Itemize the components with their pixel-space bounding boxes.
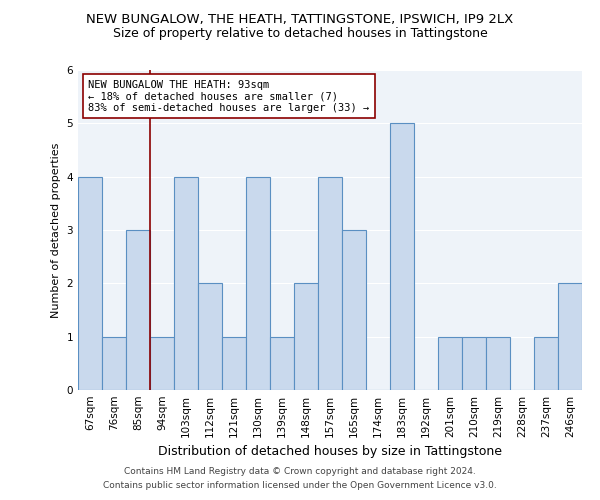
Text: NEW BUNGALOW THE HEATH: 93sqm
← 18% of detached houses are smaller (7)
83% of se: NEW BUNGALOW THE HEATH: 93sqm ← 18% of d… xyxy=(88,80,370,113)
Text: Contains HM Land Registry data © Crown copyright and database right 2024.: Contains HM Land Registry data © Crown c… xyxy=(124,467,476,476)
Text: Contains public sector information licensed under the Open Government Licence v3: Contains public sector information licen… xyxy=(103,481,497,490)
Bar xyxy=(174,176,198,390)
Bar xyxy=(246,176,270,390)
Bar xyxy=(222,336,246,390)
Bar xyxy=(534,336,558,390)
Bar xyxy=(342,230,366,390)
X-axis label: Distribution of detached houses by size in Tattingstone: Distribution of detached houses by size … xyxy=(158,446,502,458)
Bar xyxy=(390,124,414,390)
Bar xyxy=(150,336,174,390)
Text: Size of property relative to detached houses in Tattingstone: Size of property relative to detached ho… xyxy=(113,28,487,40)
Bar xyxy=(102,336,126,390)
Bar xyxy=(294,284,318,390)
Bar xyxy=(78,176,102,390)
Bar xyxy=(126,230,150,390)
Bar xyxy=(558,284,582,390)
Y-axis label: Number of detached properties: Number of detached properties xyxy=(51,142,61,318)
Text: NEW BUNGALOW, THE HEATH, TATTINGSTONE, IPSWICH, IP9 2LX: NEW BUNGALOW, THE HEATH, TATTINGSTONE, I… xyxy=(86,12,514,26)
Bar xyxy=(198,284,222,390)
Bar xyxy=(270,336,294,390)
Bar xyxy=(318,176,342,390)
Bar xyxy=(438,336,462,390)
Bar xyxy=(486,336,510,390)
Bar xyxy=(462,336,486,390)
